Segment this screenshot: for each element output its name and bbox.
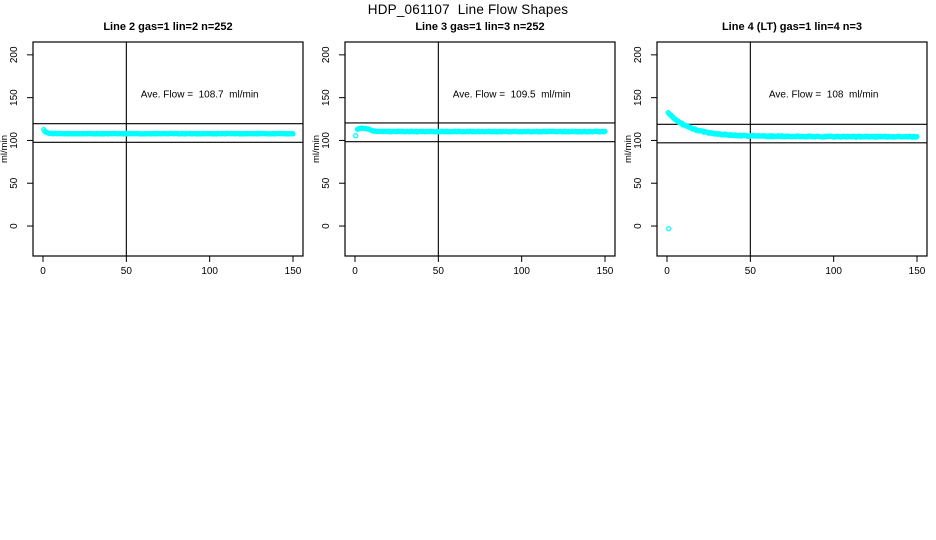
svg-text:50: 50 (321, 177, 332, 189)
svg-text:0: 0 (9, 223, 20, 229)
svg-text:200: 200 (321, 46, 332, 63)
svg-text:100: 100 (513, 266, 530, 277)
subplot-line3: Line 3 gas=1 lin=3 n=252 0 50 100 150 0 50 100… (312, 0, 624, 285)
subplot-line2-plot-area: 0 50 100 150 0 50 100 150 200 ml/min Ave. Flow = 1… (0, 41, 304, 277)
svg-text:0: 0 (321, 223, 332, 229)
svg-text:200: 200 (9, 46, 20, 63)
ave-flow-annotation: Ave. Flow = 109.5 ml/min (453, 90, 571, 101)
ave-flow-annotation: Ave. Flow = 108.7 ml/min (141, 90, 259, 101)
figure-title: HDP_061107 Line Flow Shapes (367, 2, 569, 17)
subplot-line4-title: Line 4 (LT) gas=1 lin=4 n=3 (721, 21, 863, 33)
subplot-line4-plot-area: 0 50 100 150 0 50 100 150 200 ml/min Ave. Flow = 1… (624, 41, 928, 277)
svg-text:100: 100 (201, 266, 218, 277)
svg-text:0: 0 (352, 266, 358, 277)
subplot-line3-title: Line 3 gas=1 lin=3 n=252 (415, 21, 545, 33)
svg-text:ml/min: ml/min (0, 135, 10, 163)
subplot-line4: Line 4 (LT) gas=1 lin=4 n=3 0 50 100 150 0 50… (624, 0, 936, 285)
svg-text:150: 150 (909, 266, 926, 277)
svg-text:150: 150 (321, 89, 332, 106)
svg-text:100: 100 (9, 132, 20, 149)
subplot-line2-title: Line 2 gas=1 lin=2 n=252 (103, 21, 233, 33)
svg-text:150: 150 (9, 89, 20, 106)
svg-text:50: 50 (633, 177, 644, 189)
svg-text:100: 100 (825, 266, 842, 277)
svg-text:50: 50 (9, 177, 20, 189)
subplot-line2: Line 2 gas=1 lin=2 n=252 0 50 100 150 0 50 100… (0, 0, 312, 285)
svg-text:150: 150 (285, 266, 302, 277)
svg-text:50: 50 (121, 266, 133, 277)
svg-text:0: 0 (40, 266, 46, 277)
svg-text:0: 0 (633, 223, 644, 229)
svg-text:100: 100 (633, 132, 644, 149)
svg-text:50: 50 (745, 266, 757, 277)
svg-text:ml/min: ml/min (624, 135, 634, 163)
svg-text:50: 50 (433, 266, 445, 277)
svg-text:150: 150 (633, 89, 644, 106)
svg-text:0: 0 (664, 266, 670, 277)
svg-text:200: 200 (633, 46, 644, 63)
ave-flow-annotation: Ave. Flow = 108 ml/min (769, 90, 879, 101)
svg-text:ml/min: ml/min (312, 135, 322, 163)
svg-text:150: 150 (597, 266, 614, 277)
svg-text:100: 100 (321, 132, 332, 149)
subplot-line3-plot-area: 0 50 100 150 0 50 100 150 200 ml/min Ave. Flow = 1… (312, 41, 616, 277)
